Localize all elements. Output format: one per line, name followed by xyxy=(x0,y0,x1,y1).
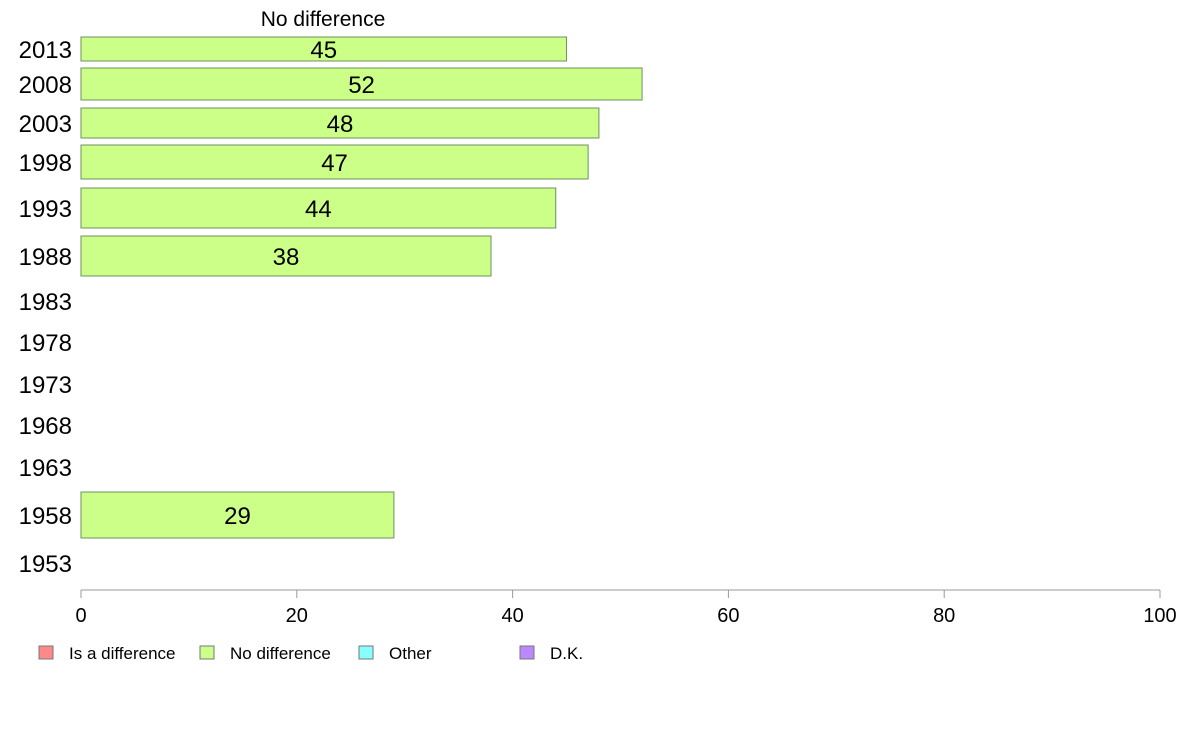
legend-label-3: D.K. xyxy=(550,644,583,663)
x-tick-label-0: 0 xyxy=(75,605,86,627)
bar-2013-series-1 xyxy=(80,36,568,62)
year-label-1973: 1973 xyxy=(19,372,72,399)
year-label-2003: 2003 xyxy=(19,111,72,138)
legend-swatch-3 xyxy=(519,645,535,660)
year-labels: 2013 2008 2003 1998 1993 1988 1983 1978 1973 1968… xyxy=(19,37,72,578)
bar-1958-series-1 xyxy=(80,491,395,539)
bar-value-2008-series-1: 52 xyxy=(348,72,375,99)
x-tick-label-80: 80 xyxy=(933,605,955,627)
bar-1988-series-1 xyxy=(80,235,492,277)
bar-value-1993-series-1: 44 xyxy=(305,196,332,223)
legend-swatch-0 xyxy=(38,645,54,660)
bar-2008-series-1 xyxy=(80,67,643,101)
legend-swatch-2 xyxy=(358,645,374,660)
year-label-2008: 2008 xyxy=(19,72,72,99)
year-label-2013: 2013 xyxy=(19,37,72,64)
x-tick-label-60: 60 xyxy=(717,605,739,627)
year-label-1983: 1983 xyxy=(19,289,72,316)
bar-value-2003-series-1: 48 xyxy=(327,111,354,138)
bar-2003-series-1 xyxy=(80,107,600,139)
x-tick-label-20: 20 xyxy=(286,605,308,627)
legend: Is a difference No difference Other D.K. xyxy=(38,644,583,663)
legend-label-2: Other xyxy=(389,644,432,663)
x-tick-label-100: 100 xyxy=(1143,605,1176,627)
x-axis: 0 20 40 60 80 100 xyxy=(75,589,1177,627)
legend-label-0: Is a difference xyxy=(69,644,175,663)
year-label-1953: 1953 xyxy=(19,551,72,578)
bar-value-1958-series-1: 29 xyxy=(224,503,251,530)
year-label-1963: 1963 xyxy=(19,455,72,482)
legend-label-1: No difference xyxy=(230,644,331,663)
year-label-1988: 1988 xyxy=(19,244,72,271)
column-header: No difference xyxy=(261,8,386,31)
legend-swatch-1 xyxy=(199,645,215,660)
bar-1998-series-1 xyxy=(80,144,589,180)
year-label-1978: 1978 xyxy=(19,330,72,357)
year-label-1998: 1998 xyxy=(19,150,72,177)
bar-value-1988-series-1: 38 xyxy=(273,244,300,271)
year-label-1993: 1993 xyxy=(19,196,72,223)
year-label-1958: 1958 xyxy=(19,503,72,530)
bar-value-2013-series-1: 45 xyxy=(310,37,337,64)
x-tick-label-40: 40 xyxy=(501,605,523,627)
bar-value-1998-series-1: 47 xyxy=(321,150,348,177)
bar-1993-series-1 xyxy=(80,187,557,229)
year-label-1968: 1968 xyxy=(19,413,72,440)
